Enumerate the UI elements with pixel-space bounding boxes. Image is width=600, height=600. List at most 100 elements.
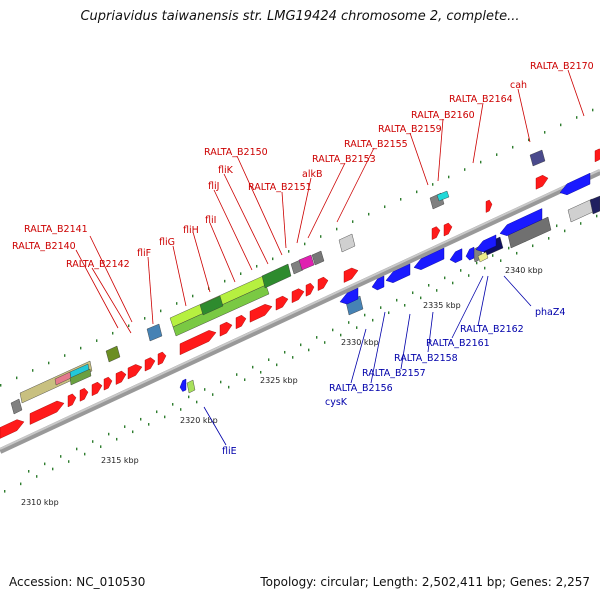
tick-mark: [76, 447, 78, 451]
tick-mark: [268, 358, 270, 361]
tick-mark: [192, 294, 194, 298]
tick-mark: [36, 475, 38, 478]
tick-mark: [432, 183, 434, 186]
accession-text: Accession: NC_010530: [9, 575, 146, 589]
forward-gene-arrow: [485, 199, 493, 213]
tick-mark: [448, 175, 450, 179]
operon-box-magenta: [298, 254, 315, 271]
tick-mark: [256, 264, 258, 268]
tick-mark: [420, 296, 422, 300]
reverse-gene-arrow: [413, 247, 445, 270]
scale-labels: 2310 kbp 2315 kbp 2320 kbp 2325 kbp 2330…: [21, 266, 543, 507]
tick-mark: [396, 298, 398, 302]
label-fliE: fliE: [222, 446, 237, 457]
forward-gene-arrow: [291, 288, 305, 304]
forward-gene-arrow: [103, 376, 113, 391]
label-fliG: fliG: [159, 237, 175, 248]
tick-mark: [204, 388, 206, 391]
tick-mark: [372, 318, 374, 322]
label-cah: cah: [510, 80, 527, 91]
label-RALTA_B2164: RALTA_B2164: [449, 94, 513, 105]
forward-gene-arrow: [317, 276, 329, 291]
tick-mark: [272, 257, 274, 261]
tick-mark: [548, 237, 550, 240]
tick-tracks: [0, 108, 598, 493]
label-alkB: alkB: [302, 169, 322, 180]
tick-mark: [68, 460, 70, 463]
tick-mark: [320, 235, 322, 238]
operon-box-green: [172, 284, 270, 337]
tick-mark: [304, 242, 306, 246]
tick-mark: [224, 279, 226, 283]
reverse-gene-arrow: [465, 246, 475, 261]
operon-box-black: [589, 195, 600, 215]
tick-mark: [400, 198, 402, 201]
scale-label-2330: 2330 kbp: [341, 338, 379, 347]
operon-box-lightgrey: [338, 233, 356, 253]
chromosome-backbone: [0, 169, 600, 454]
topology-summary: Topology: circular; Length: 2,502,411 bp…: [260, 575, 590, 589]
tick-mark: [188, 395, 190, 399]
forward-gene-labels: RALTA_B2141 RALTA_B2140 RALTA_B2142 fliF…: [12, 61, 594, 270]
tick-mark: [240, 272, 242, 275]
forward-gene-arrow: [91, 381, 103, 397]
tick-mark: [64, 354, 66, 357]
tick-mark: [100, 445, 102, 448]
tick-mark: [60, 455, 62, 458]
operon-box-slate: [529, 149, 546, 167]
tick-mark: [416, 190, 418, 194]
tick-mark: [156, 410, 158, 414]
tick-mark: [288, 250, 290, 253]
label-RALTA_B2140: RALTA_B2140: [12, 241, 76, 252]
tick-mark: [180, 408, 182, 411]
tick-mark: [356, 326, 358, 329]
forward-gene-arrow: [535, 174, 549, 190]
forward-gene-arrow: [594, 148, 600, 163]
forward-gene-arrow: [249, 304, 273, 323]
tick-mark: [436, 289, 438, 292]
tick-mark: [460, 269, 462, 272]
label-RALTA_B2161: RALTA_B2161: [426, 338, 490, 349]
reverse-gene-labels: fliE cysK RALTA_B2156 RALTA_B2157 RALTA_…: [222, 307, 565, 457]
tick-mark: [80, 346, 82, 350]
forward-gene-arrow: [179, 330, 217, 356]
tick-mark: [480, 160, 482, 164]
tick-mark: [20, 482, 22, 486]
scale-label-2315: 2315 kbp: [101, 456, 139, 465]
forward-gene-arrow: [235, 314, 247, 330]
tick-mark: [300, 343, 302, 347]
tick-mark: [528, 138, 530, 142]
scale-label-2325: 2325 kbp: [260, 376, 298, 385]
tick-mark: [496, 153, 498, 156]
tick-mark: [16, 376, 18, 380]
label-RALTA_B2150: RALTA_B2150: [204, 147, 268, 158]
reverse-gene-arrow: [499, 208, 543, 236]
tick-mark: [444, 276, 446, 280]
scale-label-2340: 2340 kbp: [505, 266, 543, 275]
tick-mark: [404, 304, 406, 307]
tick-mark: [592, 108, 594, 112]
tick-mark: [196, 400, 198, 404]
label-fliF: fliF: [137, 248, 151, 259]
forward-gene-arrow: [144, 357, 156, 372]
tick-mark: [544, 131, 546, 134]
tick-mark: [532, 244, 534, 248]
forward-gene-arrow: [115, 370, 127, 385]
forward-leader-lines: [75, 69, 585, 334]
tick-mark: [220, 380, 222, 384]
tick-mark: [92, 440, 94, 443]
forward-genes: [0, 148, 600, 439]
forward-gene-arrow: [79, 388, 89, 402]
reverse-gene-arrow: [559, 172, 591, 196]
tick-mark: [368, 212, 370, 216]
map-title: Cupriavidus taiwanensis str. LMG19424 ch…: [80, 9, 520, 24]
label-fliJ: fliJ: [208, 181, 219, 192]
operon-box-lightgreen-2: [186, 379, 196, 394]
reverse-gene-arrow: [339, 287, 359, 305]
label-RALTA_B2142: RALTA_B2142: [66, 259, 130, 270]
tick-mark: [560, 123, 562, 127]
tick-mark: [284, 350, 286, 354]
tick-mark: [4, 490, 6, 493]
tick-mark: [348, 321, 350, 324]
